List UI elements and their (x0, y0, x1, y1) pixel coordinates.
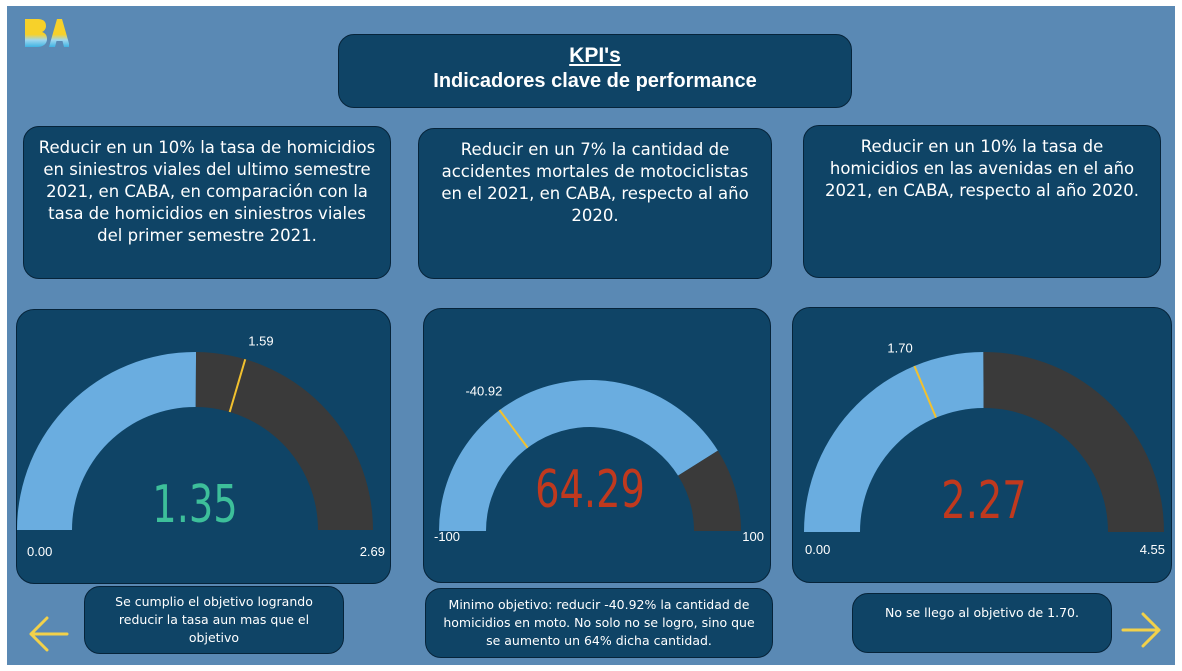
kpi-1-min-label: 0.00 (27, 544, 52, 559)
kpi-2-gauge-remaining (678, 450, 741, 531)
kpi-3-description: Reducir en un 10% la tasa de homicidios … (803, 125, 1161, 278)
kpi-3-target-marker (913, 365, 937, 419)
kpi-2-max-label: 100 (742, 529, 764, 544)
kpi-1-target-marker (228, 358, 247, 413)
kpi-2-target-label: -40.92 (465, 383, 502, 398)
arrow-right-icon[interactable] (1119, 610, 1163, 650)
kpi-1-gauge-panel: 1.59 0.00 2.69 1.35 (16, 309, 391, 584)
kpi-3-gauge: 1.70 0.00 4.55 2.27 (804, 340, 1165, 557)
page-subtitle: Indicadores clave de performance (433, 70, 757, 92)
kpi-3-target-label: 1.70 (887, 340, 912, 355)
kpi-3-note: No se llego al objetivo de 1.70. (852, 593, 1112, 653)
kpi-3-max-label: 4.55 (1140, 542, 1165, 557)
kpi-2-min-label: -100 (434, 529, 460, 544)
kpi-2-description: Reducir en un 7% la cantidad de accident… (418, 128, 772, 279)
kpi-2-gauge-value: 64.29 (535, 460, 645, 520)
arrow-left-icon[interactable] (27, 614, 71, 654)
kpi-2-gauge-fill (439, 380, 718, 531)
kpi-1-description: Reducir en un 10% la tasa de homicidios … (23, 126, 391, 279)
kpi-1-gauge-value: 1.35 (152, 475, 237, 535)
kpi-2-note: Minimo objetivo: reducir -40.92% la cant… (425, 588, 773, 658)
kpi-1-gauge-fill (17, 351, 197, 530)
dashboard-canvas: KPI's Indicadores clave de performance R… (7, 6, 1175, 665)
kpi-1-max-label: 2.69 (360, 544, 385, 559)
kpi-2-gauge: -40.92 -100 100 64.29 (434, 380, 764, 544)
ba-logo (25, 19, 69, 47)
page-title: KPI's (569, 44, 621, 67)
kpi-3-gauge-remaining (983, 352, 1164, 532)
kpi-3-gauge-fill (804, 352, 984, 532)
kpi-1-note: Se cumplio el objetivo logrando reducir … (84, 586, 344, 654)
kpi-1-gauge: 1.59 0.00 2.69 1.35 (17, 333, 385, 559)
title-panel: KPI's Indicadores clave de performance (338, 34, 852, 108)
kpi-1-gauge-remaining (195, 352, 373, 530)
kpi-2-gauge-panel: -40.92 -100 100 64.29 (423, 308, 771, 583)
kpi-2-target-marker (498, 409, 529, 449)
kpi-3-min-label: 0.00 (805, 542, 830, 557)
kpi-1-target-label: 1.59 (248, 333, 273, 348)
kpi-3-gauge-panel: 1.70 0.00 4.55 2.27 (792, 307, 1172, 583)
kpi-3-gauge-value: 2.27 (941, 471, 1026, 531)
